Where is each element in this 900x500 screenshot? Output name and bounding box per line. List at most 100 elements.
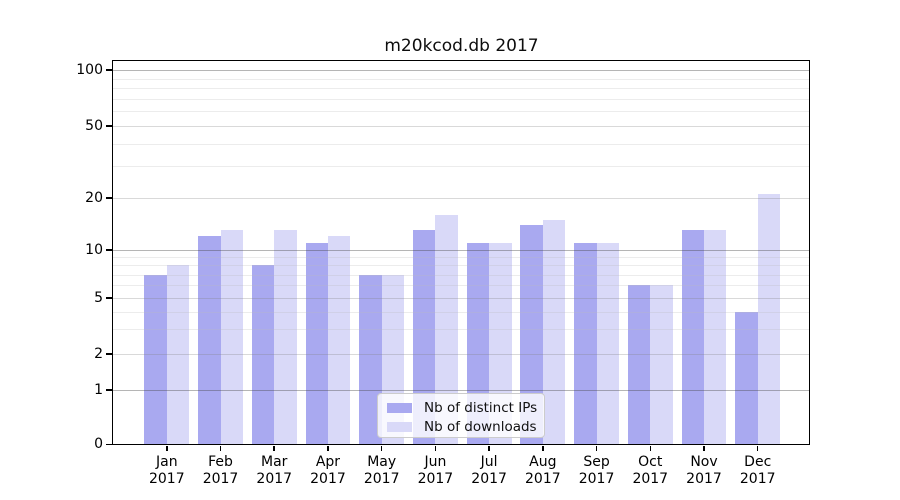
gridline-y-minor-90 bbox=[113, 78, 810, 80]
bar-distinct-ips-nov bbox=[681, 230, 704, 445]
legend-swatch-downloads bbox=[387, 421, 412, 432]
bar-downloads-dec bbox=[757, 194, 781, 445]
legend-label-downloads: Nb of downloads bbox=[424, 418, 537, 435]
x-tick-month: Aug bbox=[529, 454, 557, 470]
y-tick-mark-1 bbox=[105, 389, 112, 391]
x-tick-month: Nov bbox=[690, 454, 718, 470]
x-tick-mark-dec bbox=[756, 445, 759, 451]
x-tick-year: 2017 bbox=[417, 470, 454, 487]
y-tick-label-2: 2 bbox=[94, 345, 103, 362]
x-tick-month: Oct bbox=[638, 454, 663, 470]
x-tick-mark-jan bbox=[166, 445, 168, 451]
bar-distinct-ips-aug bbox=[520, 224, 543, 445]
x-tick-mark-nov bbox=[703, 445, 705, 451]
x-tick-month: Jan bbox=[156, 454, 178, 470]
plot-area bbox=[113, 61, 810, 445]
bar-downloads-feb bbox=[220, 230, 243, 445]
x-tick-label-aug: Aug 2017 bbox=[513, 454, 573, 487]
x-tick-month: Dec bbox=[744, 454, 772, 470]
x-tick-label-jun: Jun 2017 bbox=[405, 454, 465, 487]
x-tick-month: Feb bbox=[208, 454, 233, 470]
x-tick-label-nov: Nov 2017 bbox=[674, 454, 734, 487]
y-tick-mark-100 bbox=[105, 69, 112, 71]
x-tick-mark-apr bbox=[327, 445, 329, 451]
bar-distinct-ips-dec bbox=[735, 311, 758, 445]
x-tick-mark-jul bbox=[488, 445, 490, 451]
bar-distinct-ips-feb bbox=[198, 236, 221, 445]
bar-downloads-jan bbox=[166, 265, 190, 445]
x-tick-label-mar: Mar 2017 bbox=[244, 454, 304, 487]
x-tick-mark-aug bbox=[542, 445, 544, 451]
x-tick-mark-oct bbox=[649, 445, 652, 451]
x-tick-month: May bbox=[367, 454, 397, 470]
gridline-y-minor-8 bbox=[113, 265, 810, 267]
x-tick-year: 2017 bbox=[525, 470, 561, 487]
x-tick-month: Sep bbox=[583, 454, 610, 470]
gridline-y-minor-7 bbox=[113, 274, 810, 276]
gridline-y-minor-9 bbox=[113, 257, 810, 259]
x-tick-mark-mar bbox=[273, 445, 275, 451]
bar-distinct-ips-oct bbox=[627, 285, 651, 445]
x-tick-year: 2017 bbox=[632, 470, 669, 487]
y-tick-label-50: 50 bbox=[85, 117, 103, 134]
x-tick-label-dec: Dec 2017 bbox=[728, 454, 788, 487]
x-tick-month: Apr bbox=[315, 454, 341, 470]
y-tick-label-100: 100 bbox=[76, 61, 103, 78]
x-tick-mark-feb bbox=[219, 445, 222, 451]
x-tick-year: 2017 bbox=[471, 470, 507, 487]
bar-downloads-apr bbox=[327, 236, 351, 445]
y-tick-label-1: 1 bbox=[94, 381, 103, 398]
x-tick-label-sep: Sep 2017 bbox=[567, 454, 627, 487]
gridline-y-minor-6 bbox=[113, 285, 810, 287]
bar-distinct-ips-jan bbox=[144, 274, 167, 445]
x-tick-mark-jun bbox=[434, 445, 437, 451]
y-tick-mark-2 bbox=[105, 353, 112, 355]
x-tick-year: 2017 bbox=[363, 470, 400, 487]
x-tick-month: Mar bbox=[261, 454, 288, 470]
bar-distinct-ips-may bbox=[359, 274, 382, 445]
x-tick-label-may: May 2017 bbox=[352, 454, 412, 487]
bar-downloads-sep bbox=[596, 242, 619, 445]
x-tick-year: 2017 bbox=[310, 470, 346, 487]
gridline-y-10 bbox=[113, 250, 810, 251]
gridline-y-minor-4 bbox=[113, 311, 810, 313]
x-tick-month: Jul bbox=[480, 454, 498, 470]
y-tick-mark-50 bbox=[105, 125, 112, 127]
gridline-y-50 bbox=[113, 126, 810, 127]
gridline-y-minor-3 bbox=[113, 329, 810, 331]
y-tick-label-0: 0 bbox=[94, 436, 103, 452]
legend: Nb of distinct IPs Nb of downloads bbox=[377, 393, 545, 438]
x-tick-year: 2017 bbox=[686, 470, 722, 487]
x-tick-label-jul: Jul 2017 bbox=[459, 454, 519, 487]
bar-downloads-nov bbox=[704, 230, 727, 445]
bar-distinct-ips-sep bbox=[574, 242, 597, 445]
gridline-y-minor-60 bbox=[113, 111, 810, 113]
bar-downloads-mar bbox=[274, 230, 297, 445]
bar-downloads-aug bbox=[542, 219, 566, 445]
bar-downloads-oct bbox=[650, 285, 673, 445]
chart-title: m20kcod.db 2017 bbox=[384, 36, 539, 56]
x-tick-label-feb: Feb 2017 bbox=[191, 454, 251, 487]
bar-distinct-ips-mar bbox=[251, 265, 275, 445]
x-tick-year: 2017 bbox=[578, 470, 615, 487]
gridline-y-2 bbox=[113, 354, 810, 355]
gridline-y-100 bbox=[113, 70, 810, 71]
y-tick-mark-10 bbox=[105, 249, 112, 251]
y-tick-label-5: 5 bbox=[94, 289, 103, 306]
bar-distinct-ips-jun bbox=[413, 230, 436, 445]
legend-item-distinct-ips: Nb of distinct IPs bbox=[387, 399, 537, 418]
bar-distinct-ips-apr bbox=[305, 242, 328, 445]
x-tick-year: 2017 bbox=[148, 470, 185, 487]
x-tick-mark-may bbox=[380, 445, 383, 451]
x-tick-label-jan: Jan 2017 bbox=[137, 454, 197, 487]
legend-item-downloads: Nb of downloads bbox=[387, 418, 537, 437]
gridline-y-minor-80 bbox=[113, 88, 810, 90]
gridline-y-5 bbox=[113, 298, 810, 299]
y-tick-mark-20 bbox=[105, 197, 112, 199]
y-tick-mark-0 bbox=[105, 443, 112, 446]
y-tick-mark-5 bbox=[105, 297, 112, 299]
x-tick-month: Jun bbox=[424, 454, 447, 470]
bar-downloads-jun bbox=[435, 214, 458, 445]
gridline-y-minor-30 bbox=[113, 166, 810, 168]
